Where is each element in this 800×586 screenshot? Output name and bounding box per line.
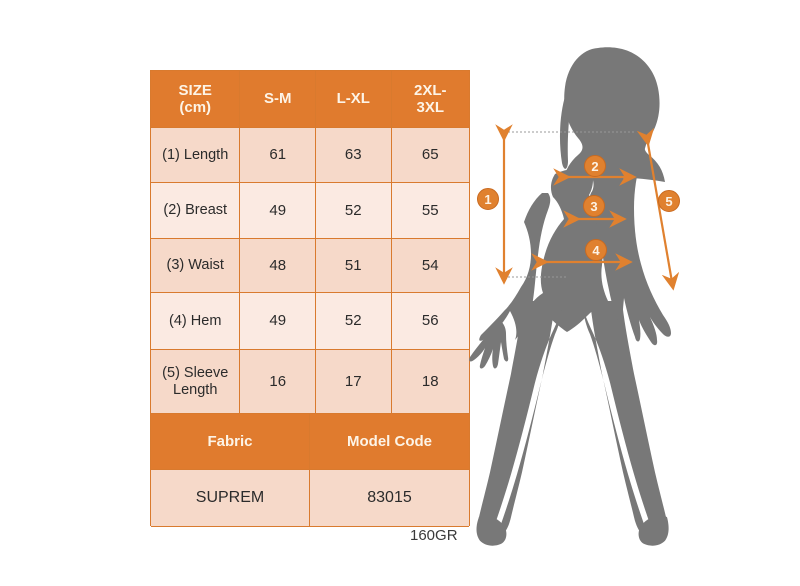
svg-text:3: 3 xyxy=(590,199,597,214)
svg-text:1: 1 xyxy=(484,192,491,207)
svg-text:2: 2 xyxy=(591,159,598,174)
svg-text:5: 5 xyxy=(665,194,672,209)
svg-text:4: 4 xyxy=(592,243,600,258)
